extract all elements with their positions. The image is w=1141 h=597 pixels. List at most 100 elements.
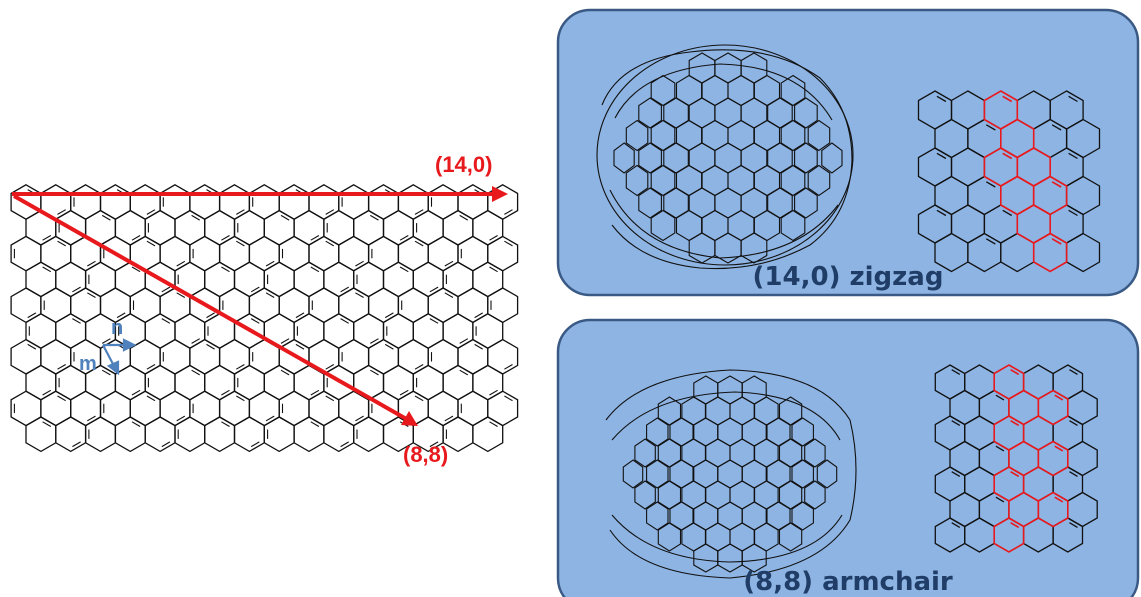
hexagon-cell xyxy=(159,184,191,220)
double-bond xyxy=(265,292,275,298)
double-bond xyxy=(176,415,186,422)
hexagon-cell xyxy=(144,209,176,246)
hexagon-cell xyxy=(70,184,102,220)
double-bond xyxy=(131,235,141,241)
double-bond xyxy=(370,338,379,344)
hexagon-cell xyxy=(442,364,474,401)
armchair-caption: (8,8) armchair xyxy=(743,567,953,597)
double-bond xyxy=(42,235,52,241)
hexagon-cell xyxy=(10,390,42,427)
double-bond xyxy=(280,338,290,344)
tube-mesh-ring xyxy=(650,164,676,197)
double-bond xyxy=(146,395,156,402)
double-bond xyxy=(161,318,171,324)
tube-mesh-ring xyxy=(657,438,682,468)
double-bond xyxy=(936,152,947,160)
double-bond xyxy=(355,415,364,422)
hexagon-cell xyxy=(99,184,131,220)
hexagon-cell xyxy=(367,338,400,375)
hexagon-cell xyxy=(293,261,325,298)
double-bond xyxy=(444,292,454,298)
hexagon-cell xyxy=(472,364,504,401)
tube-mesh-ring xyxy=(650,209,676,242)
hexagon-cell xyxy=(144,313,176,349)
double-bond xyxy=(191,214,200,221)
hexagon-cell xyxy=(189,390,221,427)
hexagon-cell xyxy=(55,313,87,349)
tube-mesh-ring xyxy=(791,417,814,447)
double-bond xyxy=(250,318,260,324)
double-bond xyxy=(295,343,305,350)
double-bond xyxy=(310,266,320,273)
hexagon-cell xyxy=(382,209,414,246)
double-bond xyxy=(1054,445,1064,452)
hexagon-cell xyxy=(159,338,191,375)
double-bond xyxy=(1069,369,1078,375)
hexagon-cell xyxy=(427,184,459,220)
tube-mesh-ring xyxy=(816,459,838,489)
chiral-vector-armchair xyxy=(13,194,418,426)
double-bond xyxy=(951,471,961,477)
double-bond xyxy=(1002,209,1013,217)
hexagon-cell xyxy=(367,184,400,220)
hexagon-cell xyxy=(412,364,444,401)
hexagon-cell xyxy=(70,390,102,427)
double-bond xyxy=(429,441,439,448)
hexagon-cell xyxy=(353,313,385,349)
double-bond xyxy=(1010,471,1020,478)
double-bond xyxy=(1010,369,1020,376)
double-bond xyxy=(57,209,66,215)
hexagon-cell xyxy=(367,390,400,427)
double-bond xyxy=(236,395,245,402)
hexagon-cell xyxy=(189,235,221,272)
double-bond xyxy=(131,266,141,273)
hexagon-cell xyxy=(397,184,429,220)
hexagon-cell xyxy=(204,209,236,246)
double-bond xyxy=(936,209,947,217)
zigzag-panel: (14,0) zigzag xyxy=(556,8,1140,297)
double-bond xyxy=(131,389,141,396)
double-bond xyxy=(1010,420,1020,427)
double-bond xyxy=(1054,394,1064,401)
hexagon-cell xyxy=(40,338,72,375)
hexagon-cell xyxy=(382,313,414,349)
hexagon-cell xyxy=(308,390,340,427)
double-bond xyxy=(355,292,364,298)
double-bond xyxy=(995,496,1005,503)
hexagon-cell xyxy=(159,390,191,427)
double-bond xyxy=(489,421,498,427)
hexagon-cell xyxy=(174,209,206,246)
hexagon-cell xyxy=(472,261,504,298)
tube-mesh-ring xyxy=(625,164,649,197)
hexagon-cell xyxy=(218,184,251,220)
hexagon-cell xyxy=(55,416,87,453)
double-bond xyxy=(161,441,171,448)
hexagon-cell xyxy=(159,235,191,272)
double-bond xyxy=(310,389,320,396)
double-bond xyxy=(27,343,37,350)
double-bond xyxy=(951,369,961,375)
hexagon-cell xyxy=(218,390,251,427)
double-bond xyxy=(236,364,245,370)
double-bond xyxy=(1069,522,1078,528)
armchair-vector-label: (8,8) xyxy=(403,442,448,467)
double-bond xyxy=(370,369,379,376)
double-bond xyxy=(265,415,275,422)
double-bond xyxy=(370,214,379,221)
hexagon-cell xyxy=(338,235,370,272)
double-bond xyxy=(474,343,483,350)
tube-mesh-ring xyxy=(778,480,803,510)
tube-mesh-ring xyxy=(794,142,818,174)
double-bond xyxy=(399,266,409,273)
hexagon-cell xyxy=(442,209,474,246)
tube-mesh-ring xyxy=(657,396,682,426)
double-bond xyxy=(1002,152,1013,160)
double-bond xyxy=(191,338,200,344)
hexagon-cell xyxy=(233,261,265,298)
hexagon-cell xyxy=(25,364,57,401)
hexagon-cell xyxy=(487,235,519,272)
double-bond xyxy=(1051,181,1062,188)
hexagon-cell xyxy=(10,235,42,272)
hexagon-cell xyxy=(189,338,221,375)
hexagon-cell xyxy=(457,287,489,324)
